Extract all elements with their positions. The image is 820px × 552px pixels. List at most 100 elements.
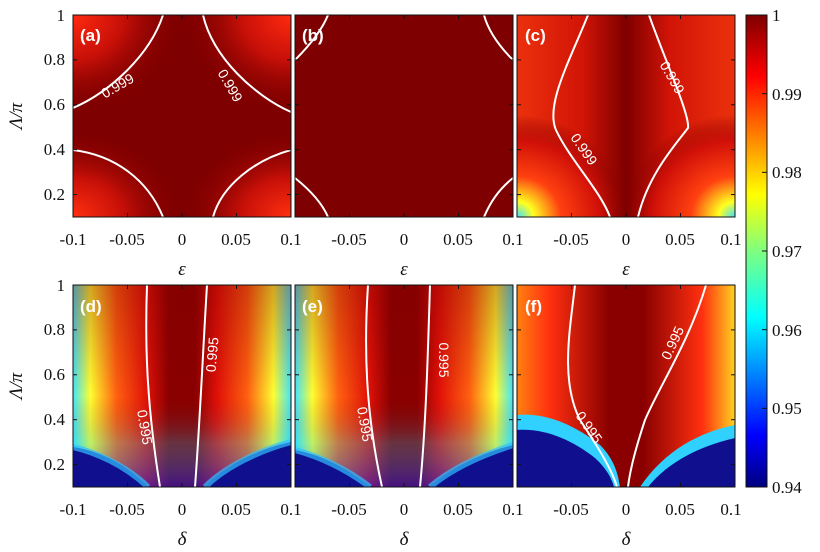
x-tick-labels-bottom: -0.1 -0.05 0 0.05 0.1 -0.05 0 0.05 0.1 -… [60, 500, 742, 519]
x-tick-label: 0.1 [720, 230, 741, 249]
panel-e-contour-label-left: 0.995 [354, 405, 376, 442]
y-tick-label: 0.6 [44, 95, 65, 114]
y-tick-label: 0.6 [44, 365, 65, 384]
x-tick-label: -0.1 [60, 500, 87, 519]
panel-e-contour-left [365, 285, 383, 487]
panel-b [295, 15, 513, 217]
panel-a-contour-tl [73, 15, 164, 109]
colorbar-tick-label: 0.99 [772, 85, 802, 104]
x-tick-label: -0.05 [553, 230, 588, 249]
panel-d-edge-left [73, 444, 151, 487]
panel-d-contour-label-left: 0.995 [134, 408, 156, 445]
x-axis-label-d: δ [178, 529, 188, 550]
x-tick-label: 0.05 [443, 230, 473, 249]
x-axis-label-e: δ [400, 529, 410, 550]
panel-c-contour-right [637, 15, 690, 217]
x-tick-label: 0.05 [665, 230, 695, 249]
panel-e-edge-right [428, 442, 513, 487]
x-tick-label: 0 [178, 500, 187, 519]
panel-c-label: (c) [525, 26, 546, 45]
x-tick-label: 0 [622, 500, 631, 519]
x-tick-label: 0.1 [280, 230, 301, 249]
x-axis-label-c: ε [622, 259, 630, 280]
y-tick-label: 0.2 [44, 455, 65, 474]
x-tick-label: 0.1 [502, 230, 523, 249]
x-tick-label: 0 [400, 230, 409, 249]
x-axis-label-b: ε [400, 259, 408, 280]
panel-f-label: (f) [525, 297, 542, 316]
panel-a-contour-br [212, 149, 291, 217]
x-tick-label: -0.05 [331, 500, 366, 519]
panel-e-contour-right [419, 285, 431, 487]
y-tick-label: 1 [57, 6, 66, 25]
panel-d-contour-label-right: 0.995 [203, 336, 222, 373]
colorbar-gradient [746, 15, 767, 487]
y-tick-label: 0.2 [44, 185, 65, 204]
panel-b-contour-tr [483, 15, 513, 61]
panel-a-contour-tr [202, 15, 291, 113]
panel-d-blue-right [205, 442, 291, 487]
panel-d [73, 285, 291, 487]
panel-f-contour-left [567, 285, 618, 487]
panel-b-contour-br [483, 177, 513, 217]
panel-b-contour-bl [295, 177, 329, 217]
x-tick-label: 0 [622, 230, 631, 249]
x-tick-label: -0.05 [553, 500, 588, 519]
x-tick-label: 0.1 [720, 500, 741, 519]
panel-d-edge-right [202, 439, 291, 487]
x-tick-label: 0 [178, 230, 187, 249]
panel-c [517, 15, 735, 217]
panel-b-label: (b) [302, 26, 324, 45]
y-tick-labels-bottom: 1 0.8 0.6 0.4 0.2 [44, 276, 66, 474]
colorbar-tick-label: 0.97 [772, 242, 802, 261]
panel-e-contour-label-right: 0.995 [436, 342, 452, 377]
colorbar-tick-label: 0.98 [772, 163, 802, 182]
y-axis-label-top: Λ/π [6, 102, 27, 131]
y-tick-label: 1 [57, 276, 66, 295]
y-axis-label-bottom: Λ/π [6, 372, 27, 401]
panel-a-label: (a) [80, 26, 101, 45]
panel-e [295, 285, 513, 487]
y-tick-label: 0.8 [44, 50, 65, 69]
panel-e-shade [295, 285, 513, 487]
tick-marks [72, 14, 736, 487]
panel-a-glow-bl [73, 130, 183, 217]
panel-c-glow-bl [517, 115, 627, 217]
panel-a [73, 15, 291, 217]
panel-e-blue-right [430, 445, 513, 487]
panel-e-label: (e) [302, 297, 323, 316]
panel-e-edge-left [295, 447, 372, 487]
colorbar-tick-label: 0.96 [772, 321, 802, 340]
panel-d-label: (d) [80, 297, 102, 316]
x-tick-label: -0.1 [60, 230, 87, 249]
x-axis-label-f: δ [622, 529, 632, 550]
panel-d-contour-right [194, 285, 208, 487]
x-tick-label: -0.05 [109, 500, 144, 519]
x-tick-label: 0.05 [665, 500, 695, 519]
panel-b-background [295, 15, 513, 217]
x-tick-label: -0.05 [109, 230, 144, 249]
y-tick-label: 0.4 [44, 410, 66, 429]
panel-f-blue-left [517, 429, 614, 487]
x-tick-label: 0.1 [280, 500, 301, 519]
panel-f [517, 285, 735, 487]
colorbar: 1 0.99 0.98 0.97 0.96 0.95 0.94 [745, 6, 802, 497]
panel-f-contour-right [627, 285, 707, 487]
x-tick-label: 0.05 [221, 230, 251, 249]
panel-d-blue-left [73, 447, 148, 487]
x-tick-label: 0.05 [443, 500, 473, 519]
panel-b-contour-tl [295, 15, 329, 61]
colorbar-tick-label: 0.95 [772, 399, 802, 418]
panel-c-contour-left [552, 15, 611, 217]
x-tick-label: -0.05 [331, 230, 366, 249]
y-tick-label: 0.8 [44, 320, 65, 339]
panel-a-contour-bl [73, 149, 164, 217]
x-tick-label: 0 [400, 500, 409, 519]
panel-f-blue-right [648, 438, 735, 487]
colorbar-tick-label: 0.94 [772, 478, 802, 497]
panel-e-blue-left [295, 450, 370, 487]
x-axis-label-a: ε [178, 259, 186, 280]
colorbar-tick-label: 1 [772, 6, 781, 25]
x-tick-label: 0.1 [502, 500, 523, 519]
